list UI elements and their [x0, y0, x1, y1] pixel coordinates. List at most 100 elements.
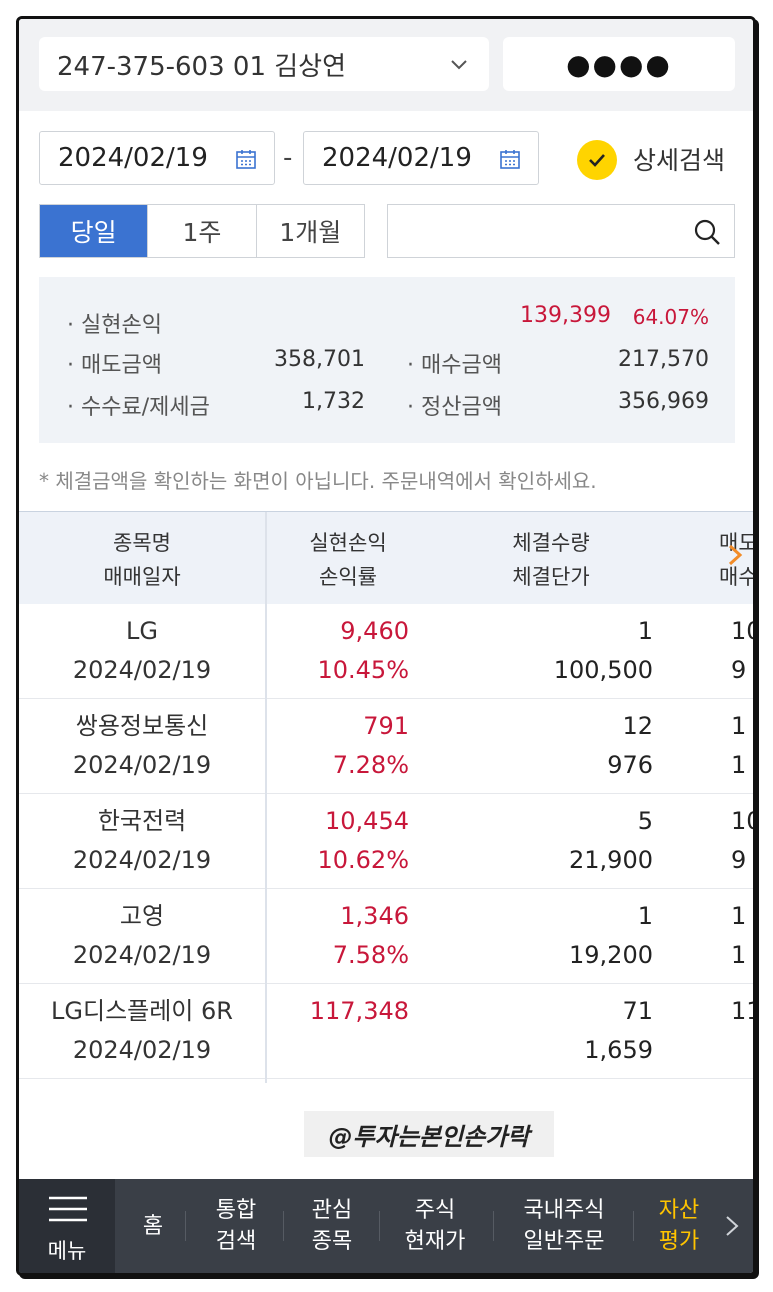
chevron-right-icon[interactable] [725, 1214, 739, 1238]
exec-price: 100,500 [553, 656, 653, 684]
stock-name: 한국전력 [97, 807, 187, 835]
more-top: 1 [731, 712, 747, 740]
detail-search-checkbox[interactable] [577, 140, 617, 180]
fee-tax-label: · 수수료/제세금 [67, 395, 210, 420]
summary-panel: · 실현손익 139,399 64.07% · 매도금액 358,701 · 매… [39, 277, 735, 443]
trade-date: 2024/02/19 [72, 656, 212, 684]
exec-qty: 12 [622, 712, 653, 740]
pl-rate: 7.28% [332, 751, 409, 779]
bottom-nav: 메뉴 홈 통합 검색 관심 종목 주식 현재가 [19, 1179, 753, 1273]
nav-asset-evaluation[interactable]: 자산 평가 [658, 1198, 700, 1254]
realized-pl: 10,454 [325, 807, 409, 835]
stock-name: 고영 [119, 902, 165, 930]
password-field[interactable]: ●●●● [503, 37, 735, 91]
fee-tax-value: 1,732 [302, 389, 365, 414]
table-row[interactable]: LG 2024/02/19 9,460 10.45% 1 100,500 10 … [19, 604, 753, 699]
nav-home[interactable]: 홈 [142, 1213, 164, 1239]
nav-stock-price[interactable]: 주식 현재가 [404, 1198, 466, 1254]
end-date-value: 2024/02/19 [322, 143, 472, 173]
end-date-field[interactable]: 2024/02/19 [303, 131, 539, 185]
table-row[interactable]: 한국전력 2024/02/19 10,454 10.62% 5 21,900 1… [19, 794, 753, 889]
header-pl-rate: 실현손익 손익률 [309, 531, 387, 589]
date-separator: - [283, 143, 293, 173]
start-date-field[interactable]: 2024/02/19 [39, 131, 275, 185]
settlement-label: · 정산금액 [407, 395, 502, 420]
nav-domestic-order[interactable]: 국내주식 일반주문 [523, 1198, 605, 1254]
nav-separator [283, 1211, 284, 1241]
trade-date: 2024/02/19 [72, 846, 212, 874]
account-selector[interactable]: 247-375-603 01 김상연 [39, 37, 489, 91]
exec-qty: 71 [622, 997, 653, 1025]
trade-date: 2024/02/19 [72, 751, 212, 779]
settlement-value: 356,969 [618, 389, 709, 414]
exec-qty: 1 [637, 902, 653, 930]
realized-pl-value: 139,399 [520, 303, 611, 328]
table-row[interactable]: 쌍용정보통신 2024/02/19 791 7.28% 12 976 1 1 [19, 699, 753, 794]
exec-price: 21,900 [569, 846, 653, 874]
nav-separator [493, 1211, 494, 1241]
more-top: 11 [731, 997, 753, 1025]
menu-button[interactable]: 메뉴 [19, 1179, 115, 1273]
header-name-date: 종목명 매매일자 [103, 531, 181, 589]
realized-pl-rate: 64.07% [632, 305, 709, 329]
tab-today[interactable]: 당일 [40, 205, 149, 257]
search-icon[interactable] [692, 217, 722, 247]
start-date-value: 2024/02/19 [58, 143, 208, 173]
chevron-down-icon [451, 60, 467, 70]
more-top: 10 [731, 617, 753, 645]
stock-name: LG디스플레이 6R [51, 997, 233, 1025]
menu-label: 메뉴 [47, 1239, 87, 1263]
nav-integrated-search[interactable]: 통합 검색 [215, 1198, 257, 1254]
more-bottom: 1 [731, 751, 747, 779]
app-frame: 247-375-603 01 김상연 ●●●● 2024/02/19 - 202… [16, 16, 756, 1276]
check-icon [589, 154, 605, 167]
more-top: 1 [731, 902, 747, 930]
trade-date: 2024/02/19 [72, 941, 212, 969]
stock-name: 쌍용정보통신 [75, 712, 209, 740]
sell-amount-value: 358,701 [274, 347, 365, 372]
pl-rate: 7.58% [332, 941, 409, 969]
more-top: 10 [731, 807, 753, 835]
realized-pl: 9,460 [340, 617, 409, 645]
realized-pl: 1,346 [340, 902, 409, 930]
password-mask: ●●●● [566, 47, 672, 81]
exec-qty: 1 [637, 617, 653, 645]
realized-pl-label: · 실현손익 [67, 313, 162, 338]
more-bottom: 1 [731, 941, 747, 969]
trade-table[interactable]: 종목명 매매일자 실현손익 손익률 체결수량 체결단가 매도 매수 LG 202… [19, 511, 753, 1083]
notice-text: * 체결금액을 확인하는 화면이 아닙니다. 주문내역에서 확인하세요. [39, 469, 597, 493]
more-bottom: 9 [731, 656, 747, 684]
table-row[interactable]: 고영 2024/02/19 1,346 7.58% 1 19,200 1 1 [19, 889, 753, 984]
realized-pl: 791 [363, 712, 409, 740]
exec-price: 976 [607, 751, 653, 779]
account-bar: 247-375-603 01 김상연 ●●●● [19, 19, 753, 111]
table-row[interactable]: LG디스플레이 6R 2024/02/19 117,348 71 1,659 1… [19, 984, 753, 1079]
calendar-icon[interactable] [498, 147, 522, 171]
detail-search-label[interactable]: 상세검색 [633, 146, 726, 175]
exec-price: 19,200 [569, 941, 653, 969]
column-divider [265, 512, 267, 1083]
realized-pl: 117,348 [309, 997, 409, 1025]
nav-watchlist[interactable]: 관심 종목 [311, 1198, 353, 1254]
header-qty-price: 체결수량 체결단가 [512, 531, 590, 589]
scroll-right-icon[interactable] [725, 542, 745, 568]
account-label: 247-375-603 01 김상연 [57, 51, 347, 82]
exec-price: 1,659 [584, 1036, 653, 1064]
nav-separator [379, 1211, 380, 1241]
tab-1week[interactable]: 1주 [148, 205, 257, 257]
period-tabs: 당일 1주 1개월 [39, 204, 365, 258]
buy-amount-value: 217,570 [618, 347, 709, 372]
hamburger-icon [49, 1196, 87, 1222]
pl-rate: 10.62% [317, 846, 409, 874]
calendar-icon[interactable] [234, 147, 258, 171]
tab-1month[interactable]: 1개월 [279, 218, 342, 247]
trade-date: 2024/02/19 [72, 1036, 212, 1064]
search-input[interactable] [387, 204, 735, 258]
watermark-text: @투자는본인손가락 [304, 1111, 554, 1157]
nav-separator [185, 1211, 186, 1241]
more-bottom: 9 [731, 846, 747, 874]
table-header: 종목명 매매일자 실현손익 손익률 체결수량 체결단가 매도 매수 [19, 512, 753, 604]
sell-amount-label: · 매도금액 [67, 353, 162, 378]
nav-separator [633, 1211, 634, 1241]
buy-amount-label: · 매수금액 [407, 353, 502, 378]
